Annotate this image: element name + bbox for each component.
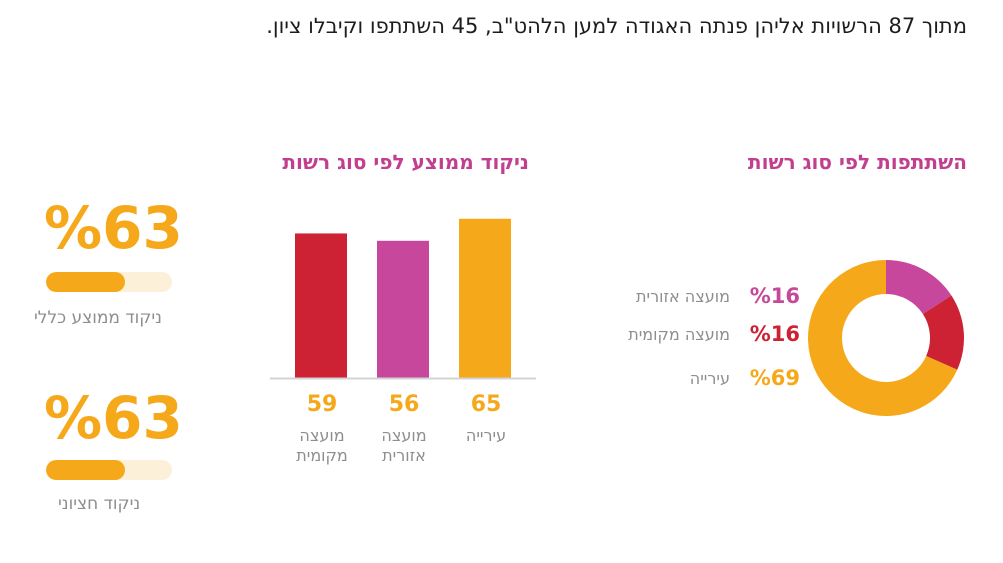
average-score-progress xyxy=(46,272,172,292)
legend-label: מועצה מקומית xyxy=(628,325,730,344)
median-score-progress-fill xyxy=(46,460,126,480)
bar-label-line: מועצה xyxy=(381,426,427,445)
bar-label-line: אזורית xyxy=(382,446,426,465)
legend-item-local-council: %16 מועצה מקומית xyxy=(590,320,800,350)
bar-label-municipality: עירייה xyxy=(451,426,521,446)
bar-2 xyxy=(459,218,511,378)
legend-label: עירייה xyxy=(689,369,730,388)
legend-pct: %69 xyxy=(749,366,800,390)
page-headline: מתוך 87 הרשויות אליהן פנתה האגודה למען ה… xyxy=(266,14,967,38)
bar-label-line: מועצה xyxy=(299,426,345,445)
average-score-label: ניקוד ממוצע כללי xyxy=(34,308,162,328)
bar-1 xyxy=(377,240,429,378)
donut-chart xyxy=(808,260,964,416)
bar-value-local-council: 59 xyxy=(306,392,338,417)
bar-label-line: עירייה xyxy=(465,426,507,445)
median-score-label: ניקוד חציוני xyxy=(58,494,141,514)
donut-chart-title: השתתפות לפי סוג רשות xyxy=(747,150,967,174)
legend-pct: %16 xyxy=(749,284,800,308)
bar-value-municipality: 65 xyxy=(470,392,502,417)
bar-chart xyxy=(270,218,536,380)
bar-label-local-council: מועצה מקומית xyxy=(287,426,357,466)
median-score-progress xyxy=(46,460,172,480)
bar-label-regional-council: מועצה אזורית xyxy=(369,426,439,466)
bar-value-regional-council: 56 xyxy=(388,392,420,417)
legend-item-municipality: %69 עירייה xyxy=(590,364,800,394)
median-score-value: %63 xyxy=(44,384,183,452)
bar-0 xyxy=(295,233,347,378)
legend-label: מועצה אזורית xyxy=(636,287,730,306)
average-score-progress-fill xyxy=(46,272,126,292)
donut-slice-2 xyxy=(808,260,958,416)
bar-label-line: מקומית xyxy=(296,446,348,465)
donut-slice-0 xyxy=(886,260,952,315)
bar-chart-title: ניקוד ממוצע לפי סוג רשות xyxy=(282,150,529,174)
legend-item-regional-council: %16 מועצה אזורית xyxy=(590,282,800,312)
average-score-value: %63 xyxy=(44,194,183,262)
legend-pct: %16 xyxy=(749,322,800,346)
donut-slice-1 xyxy=(922,295,964,370)
